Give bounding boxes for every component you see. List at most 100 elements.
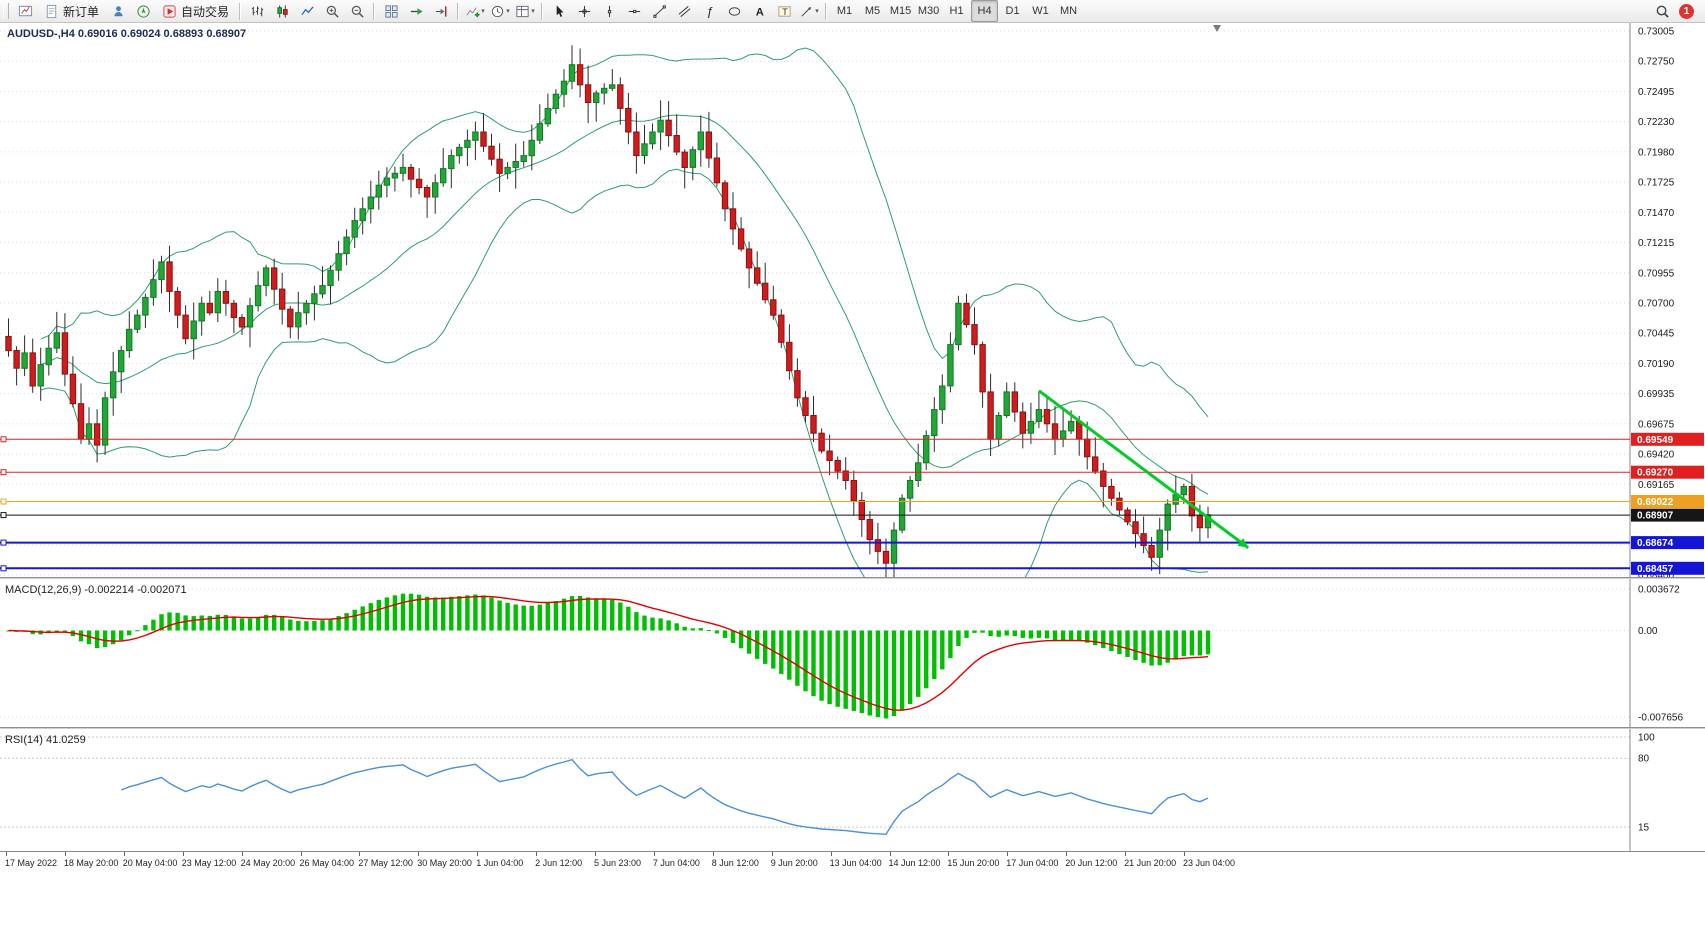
rsi-indicator-label: RSI(14) 41.0259	[5, 734, 86, 746]
autotrading-icon	[163, 4, 176, 18]
price-level-line[interactable]: 0.68674	[0, 536, 1704, 550]
templates-button[interactable]: ▾	[513, 0, 537, 22]
channel-tool-button[interactable]	[672, 0, 696, 22]
price-level-line[interactable]: 0.69270	[0, 465, 1704, 479]
zoom-in-icon	[326, 5, 339, 18]
price-tag: 0.69022	[1637, 497, 1674, 508]
toolbar-grip[interactable]	[3, 3, 9, 19]
line-chart-icon	[300, 5, 314, 15]
navigator-button[interactable]	[131, 0, 155, 22]
trendline-icon	[652, 4, 666, 18]
macd-indicator-label: MACD(12,26,9) -0.002214 -0.002071	[5, 584, 187, 596]
zoom-out-button[interactable]	[345, 0, 369, 22]
new-chart-button[interactable]	[13, 0, 37, 22]
fibonacci-icon: ƒ	[706, 4, 713, 18]
price-level-line[interactable]: 0.69022	[0, 495, 1704, 508]
macd-panel[interactable]: 0.003672 0.00 -0.007656	[0, 579, 1705, 727]
chevron-down-icon: ▾	[481, 8, 485, 15]
time-axis[interactable]: 17 May 2022 18 May 20:00 20 May 04:00 23 Ma…	[0, 851, 1705, 947]
autotrading-button[interactable]: 自动交易	[156, 0, 235, 22]
text-label-tool-button[interactable]: T	[772, 0, 796, 22]
chart-shift-marker[interactable]	[1213, 25, 1221, 32]
bar-chart-button[interactable]	[245, 0, 269, 22]
timeframe-mn-button[interactable]: MN	[1059, 5, 1078, 17]
macd-axis-label: -0.007656	[1638, 713, 1683, 724]
timeframe-d1-button[interactable]: D1	[1005, 5, 1020, 17]
search-button[interactable]	[1650, 0, 1674, 22]
svg-text:ƒ: ƒ	[706, 4, 713, 18]
trendline-tool-button[interactable]	[647, 0, 671, 22]
time-axis-label: 14 Jun 12:00	[888, 858, 941, 868]
fibonacci-tool-button[interactable]: ƒ	[697, 0, 721, 22]
timeframe-m5-button[interactable]: M5	[864, 5, 881, 17]
notification-badge[interactable]: 1	[1679, 3, 1694, 19]
profiles-button[interactable]	[106, 0, 130, 22]
cursor-tool-button[interactable]	[547, 0, 571, 22]
timeframe-h4-button[interactable]: H4	[971, 0, 999, 22]
time-axis-label: 1 Jun 04:00	[476, 858, 524, 868]
timeframe-m15-button[interactable]: M15	[889, 5, 912, 17]
vertical-line-icon	[607, 5, 611, 17]
indicators-icon	[466, 6, 480, 17]
autotrading-label: 自动交易	[181, 4, 230, 19]
price-axis-label: 0.69420	[1638, 450, 1675, 461]
crosshair-tool-button[interactable]	[572, 0, 596, 22]
macd-signal-line	[8, 595, 1209, 711]
timeframe-m30-button[interactable]: M30	[917, 5, 940, 17]
candlestick-icon	[276, 4, 288, 18]
price-level-line[interactable]: 0.69549	[0, 432, 1704, 446]
price-axis-label: 0.72230	[1638, 117, 1675, 128]
toolbar-separator	[239, 2, 242, 20]
shapes-tool-button[interactable]	[722, 0, 746, 22]
vertical-line-tool-button[interactable]	[597, 0, 621, 22]
price-tag: 0.68674	[1637, 538, 1674, 549]
price-axis-label: 0.70445	[1638, 329, 1675, 340]
auto-scroll-button[interactable]	[404, 0, 428, 22]
time-axis-label: 8 Jun 12:00	[711, 858, 759, 868]
price-axis-label: 0.70190	[1638, 359, 1675, 370]
crosshair-icon	[578, 5, 590, 17]
arrows-tool-button[interactable]: ▾	[797, 0, 821, 22]
panel-splitter[interactable]	[0, 577, 1705, 579]
time-axis-label: 26 May 04:00	[299, 858, 355, 868]
price-axis-label: 0.70700	[1638, 299, 1675, 310]
time-axis-label: 9 Jun 20:00	[770, 858, 818, 868]
main-chart-panel[interactable]: 0.73005 0.72750 0.72495 0.72230 0.71980 0.717…	[0, 23, 1705, 577]
periods-button[interactable]: ▾	[488, 0, 512, 22]
time-axis-label: 7 Jun 04:00	[652, 858, 700, 868]
text-icon: A	[755, 6, 763, 18]
person-icon	[113, 5, 123, 16]
candlestick-chart-button[interactable]	[270, 0, 294, 22]
price-axis-label: 0.72750	[1638, 57, 1675, 68]
svg-text:A: A	[755, 6, 763, 18]
text-tool-button[interactable]: A	[747, 0, 771, 22]
line-chart-button[interactable]	[295, 0, 319, 22]
time-axis-label: 20 May 04:00	[122, 858, 178, 868]
price-level-line[interactable]: 0.68457	[0, 561, 1704, 575]
timeframe-m1-button[interactable]: M1	[836, 5, 853, 17]
zoom-in-button[interactable]	[320, 0, 344, 22]
panel-splitter[interactable]	[0, 727, 1705, 729]
timeframe-w1-button[interactable]: W1	[1032, 5, 1049, 17]
rsi-axis-label: 80	[1638, 754, 1650, 765]
horizontal-line-icon	[628, 9, 640, 13]
time-axis-label: 21 Jun 20:00	[1124, 858, 1177, 868]
time-axis-label: 5 Jun 23:00	[594, 858, 642, 868]
price-axis-label: 0.72495	[1638, 87, 1675, 98]
price-level-line[interactable]: 0.68907	[0, 508, 1704, 522]
tile-windows-button[interactable]	[379, 0, 403, 22]
chevron-down-icon: ▾	[531, 8, 535, 15]
horizontal-line-tool-button[interactable]	[622, 0, 646, 22]
rsi-panel[interactable]: 100 80 15	[0, 729, 1705, 851]
chart-shift-button[interactable]	[429, 0, 453, 22]
clock-icon	[492, 5, 504, 17]
trendline-annotation[interactable]	[1037, 389, 1250, 549]
new-chart-icon	[18, 5, 32, 16]
time-axis-label: 18 May 20:00	[63, 858, 119, 868]
timeframe-h1-button[interactable]: H1	[949, 5, 964, 17]
new-order-button[interactable]: 新订单	[38, 0, 105, 22]
indicators-button[interactable]: ▾	[463, 0, 487, 22]
zoom-out-icon	[351, 5, 364, 18]
price-axis-label: 0.70955	[1638, 268, 1675, 279]
